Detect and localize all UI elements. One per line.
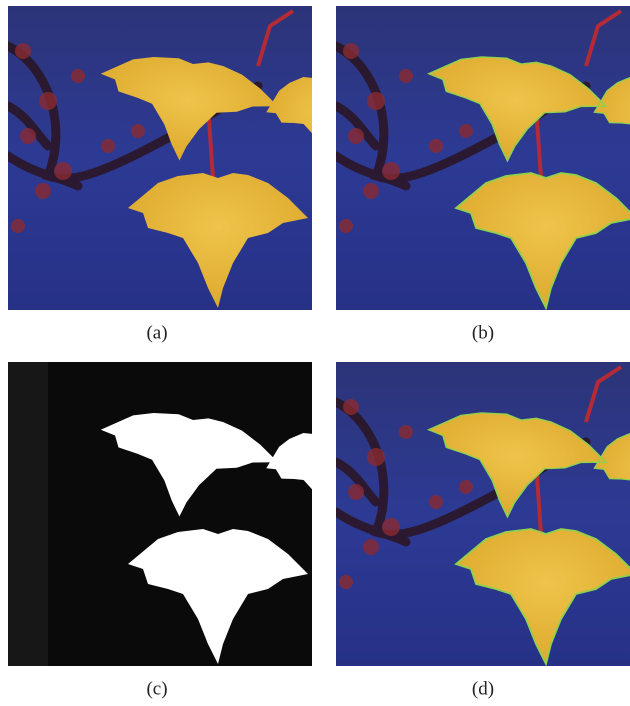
caption: (c) bbox=[146, 678, 167, 699]
panel-b-image bbox=[336, 6, 630, 310]
caption: (a) bbox=[146, 322, 167, 343]
caption: (d) bbox=[472, 678, 494, 699]
caption: (b) bbox=[472, 322, 494, 343]
panel-a-image bbox=[8, 6, 389, 310]
panel-d-image bbox=[336, 362, 630, 666]
panel-c-image bbox=[8, 362, 312, 666]
